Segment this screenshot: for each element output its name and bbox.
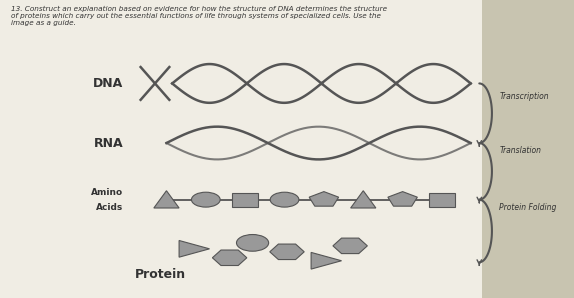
Bar [429,193,455,207]
FancyBboxPatch shape [0,0,482,298]
Text: DNA: DNA [93,77,123,90]
Text: Transcription: Transcription [499,92,549,101]
Polygon shape [179,240,210,257]
Polygon shape [333,238,367,254]
Circle shape [236,235,269,251]
Polygon shape [311,252,342,269]
Bar [232,193,258,207]
Text: Translation: Translation [499,146,541,155]
Polygon shape [351,191,376,208]
Polygon shape [212,250,247,266]
Text: RNA: RNA [94,136,123,150]
Polygon shape [154,191,179,208]
Circle shape [270,192,299,207]
Text: Protein Folding: Protein Folding [499,203,557,212]
Polygon shape [309,192,339,206]
Text: Protein: Protein [135,268,187,281]
Text: 13. Construct an explanation based on evidence for how the structure of DNA dete: 13. Construct an explanation based on ev… [11,6,387,26]
Polygon shape [388,192,417,206]
Text: Acids: Acids [96,203,123,212]
Circle shape [192,192,220,207]
Polygon shape [270,244,304,260]
Text: Amino: Amino [91,188,123,197]
